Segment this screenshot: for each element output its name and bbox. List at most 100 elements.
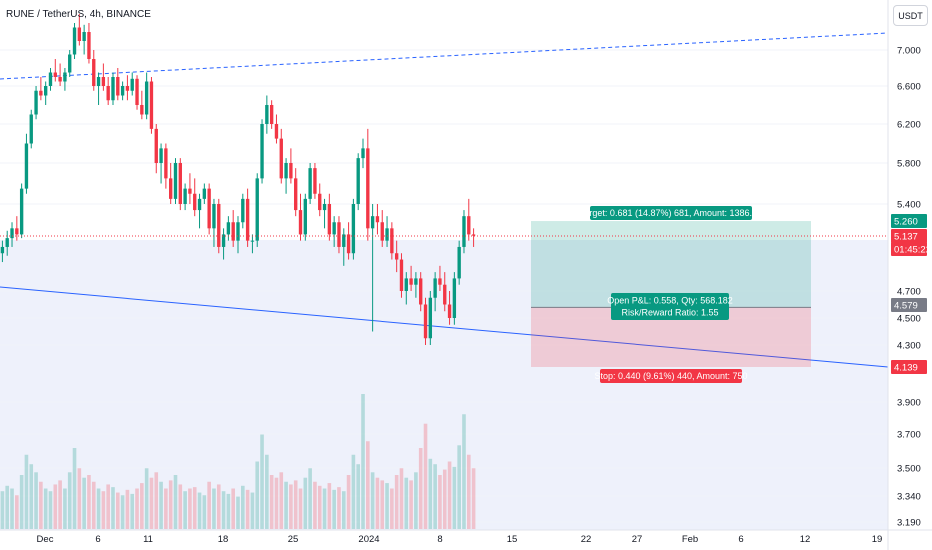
volume-bar [178,484,183,529]
price-tick-label: 4.700 [897,287,921,298]
volume-bar [457,445,461,529]
volume-bar [284,481,288,529]
candle-body [245,198,250,241]
volume-bar [245,489,250,529]
price-tick-label: 3.340 [897,492,921,503]
upper-trendline[interactable] [0,32,889,80]
volume-bar [226,493,231,529]
volume-bar [91,481,96,529]
time-tick-label: Feb [682,534,698,545]
candle-body [399,259,404,291]
volume-bar [404,477,409,529]
volume-bar [317,485,322,529]
candle-body [34,90,38,115]
candle-body [327,204,332,235]
candle-body [342,234,346,247]
volume-bar [212,488,216,529]
candle-body [308,168,312,199]
volume-bar [418,448,423,529]
candle-body [149,81,154,129]
candle-body [39,90,43,96]
candle-body [63,72,67,82]
volume-bar [197,492,202,529]
candle-body [120,86,125,96]
candle-body [269,105,274,124]
volume-bar [87,475,91,529]
candle-body [135,78,139,105]
volume-bar [390,488,394,529]
candle-body [265,105,269,124]
candle-body [394,253,399,260]
volume-bar [173,475,178,529]
time-tick-label: 19 [872,534,883,545]
volume-bar [48,491,53,529]
candle-body [443,284,447,305]
volume-bar [241,485,245,529]
grid [0,49,888,523]
lower-trendline[interactable] [0,286,889,368]
volume-bar [10,488,14,529]
volume-bar [308,468,312,529]
volume-bar [394,475,399,529]
volume-bar [380,480,385,529]
volume-bar [462,414,466,529]
price-tick-label: 3.900 [897,398,921,409]
chart-title: RUNE / TetherUS, 4h, BINANCE [6,9,151,20]
price-tag-label: 01:45:22 [894,244,931,255]
volume-bar [327,483,332,529]
candle-body [173,163,178,199]
volume-bar [433,464,437,529]
volume-bar [58,480,62,529]
volume-bar [72,448,77,529]
price-tag-label: 5.260 [894,216,918,227]
volume-bar [63,488,67,529]
candle-body [471,234,476,236]
volume-bar [140,483,144,529]
candle-body [250,240,255,242]
volume-bar [15,495,19,529]
volume-bar [442,469,447,529]
currency-button[interactable]: USDT [893,5,928,26]
volume-bar [375,477,380,529]
candle-body [10,228,14,239]
volume-bar [202,495,207,529]
candle-body [303,198,307,235]
candle-body [144,81,149,115]
time-tick-label: Dec [37,534,54,545]
time-tick-label: 25 [288,534,299,545]
volume-bar [101,491,106,529]
long-position-tool[interactable]: Target: 0.681 (14.87%) 681, Amount: 1386… [531,206,811,383]
candle-body [385,228,389,241]
candle-body [82,32,86,41]
candle-body [279,138,283,179]
candle-body [77,27,82,41]
volume-bar [149,477,154,529]
volume-bar [115,492,120,529]
price-tick-label: 6.200 [897,120,921,131]
candle-body [241,198,245,223]
candle-body [217,204,221,247]
candle-body [294,178,298,211]
time-axis[interactable]: Dec 6 11 18 25 2024 8 15 22 27 Feb 6 12 19 [37,534,883,545]
candle-body [48,72,53,86]
candle-body [183,188,187,204]
volume-bar [303,477,308,529]
time-tick-label: 6 [95,534,100,545]
price-axis[interactable]: 7.000 6.600 6.200 5.800 5.400 4.700 4.500 4.300… [897,46,921,529]
volume-bar [293,480,298,529]
price-tick-label: 3.190 [897,518,921,529]
candle-body [433,278,437,298]
candle-body [212,204,216,229]
volume-bar [29,464,34,529]
volume-bar [144,468,149,529]
candle-body [260,124,264,179]
volume-bar [399,468,404,529]
volume-bar [168,480,173,529]
candle-body [169,178,173,199]
candle-body [178,163,182,204]
price-tick-label: 4.300 [897,341,921,352]
target-label-box [590,206,752,220]
volume-bar [236,496,240,529]
candle-body [53,72,57,77]
